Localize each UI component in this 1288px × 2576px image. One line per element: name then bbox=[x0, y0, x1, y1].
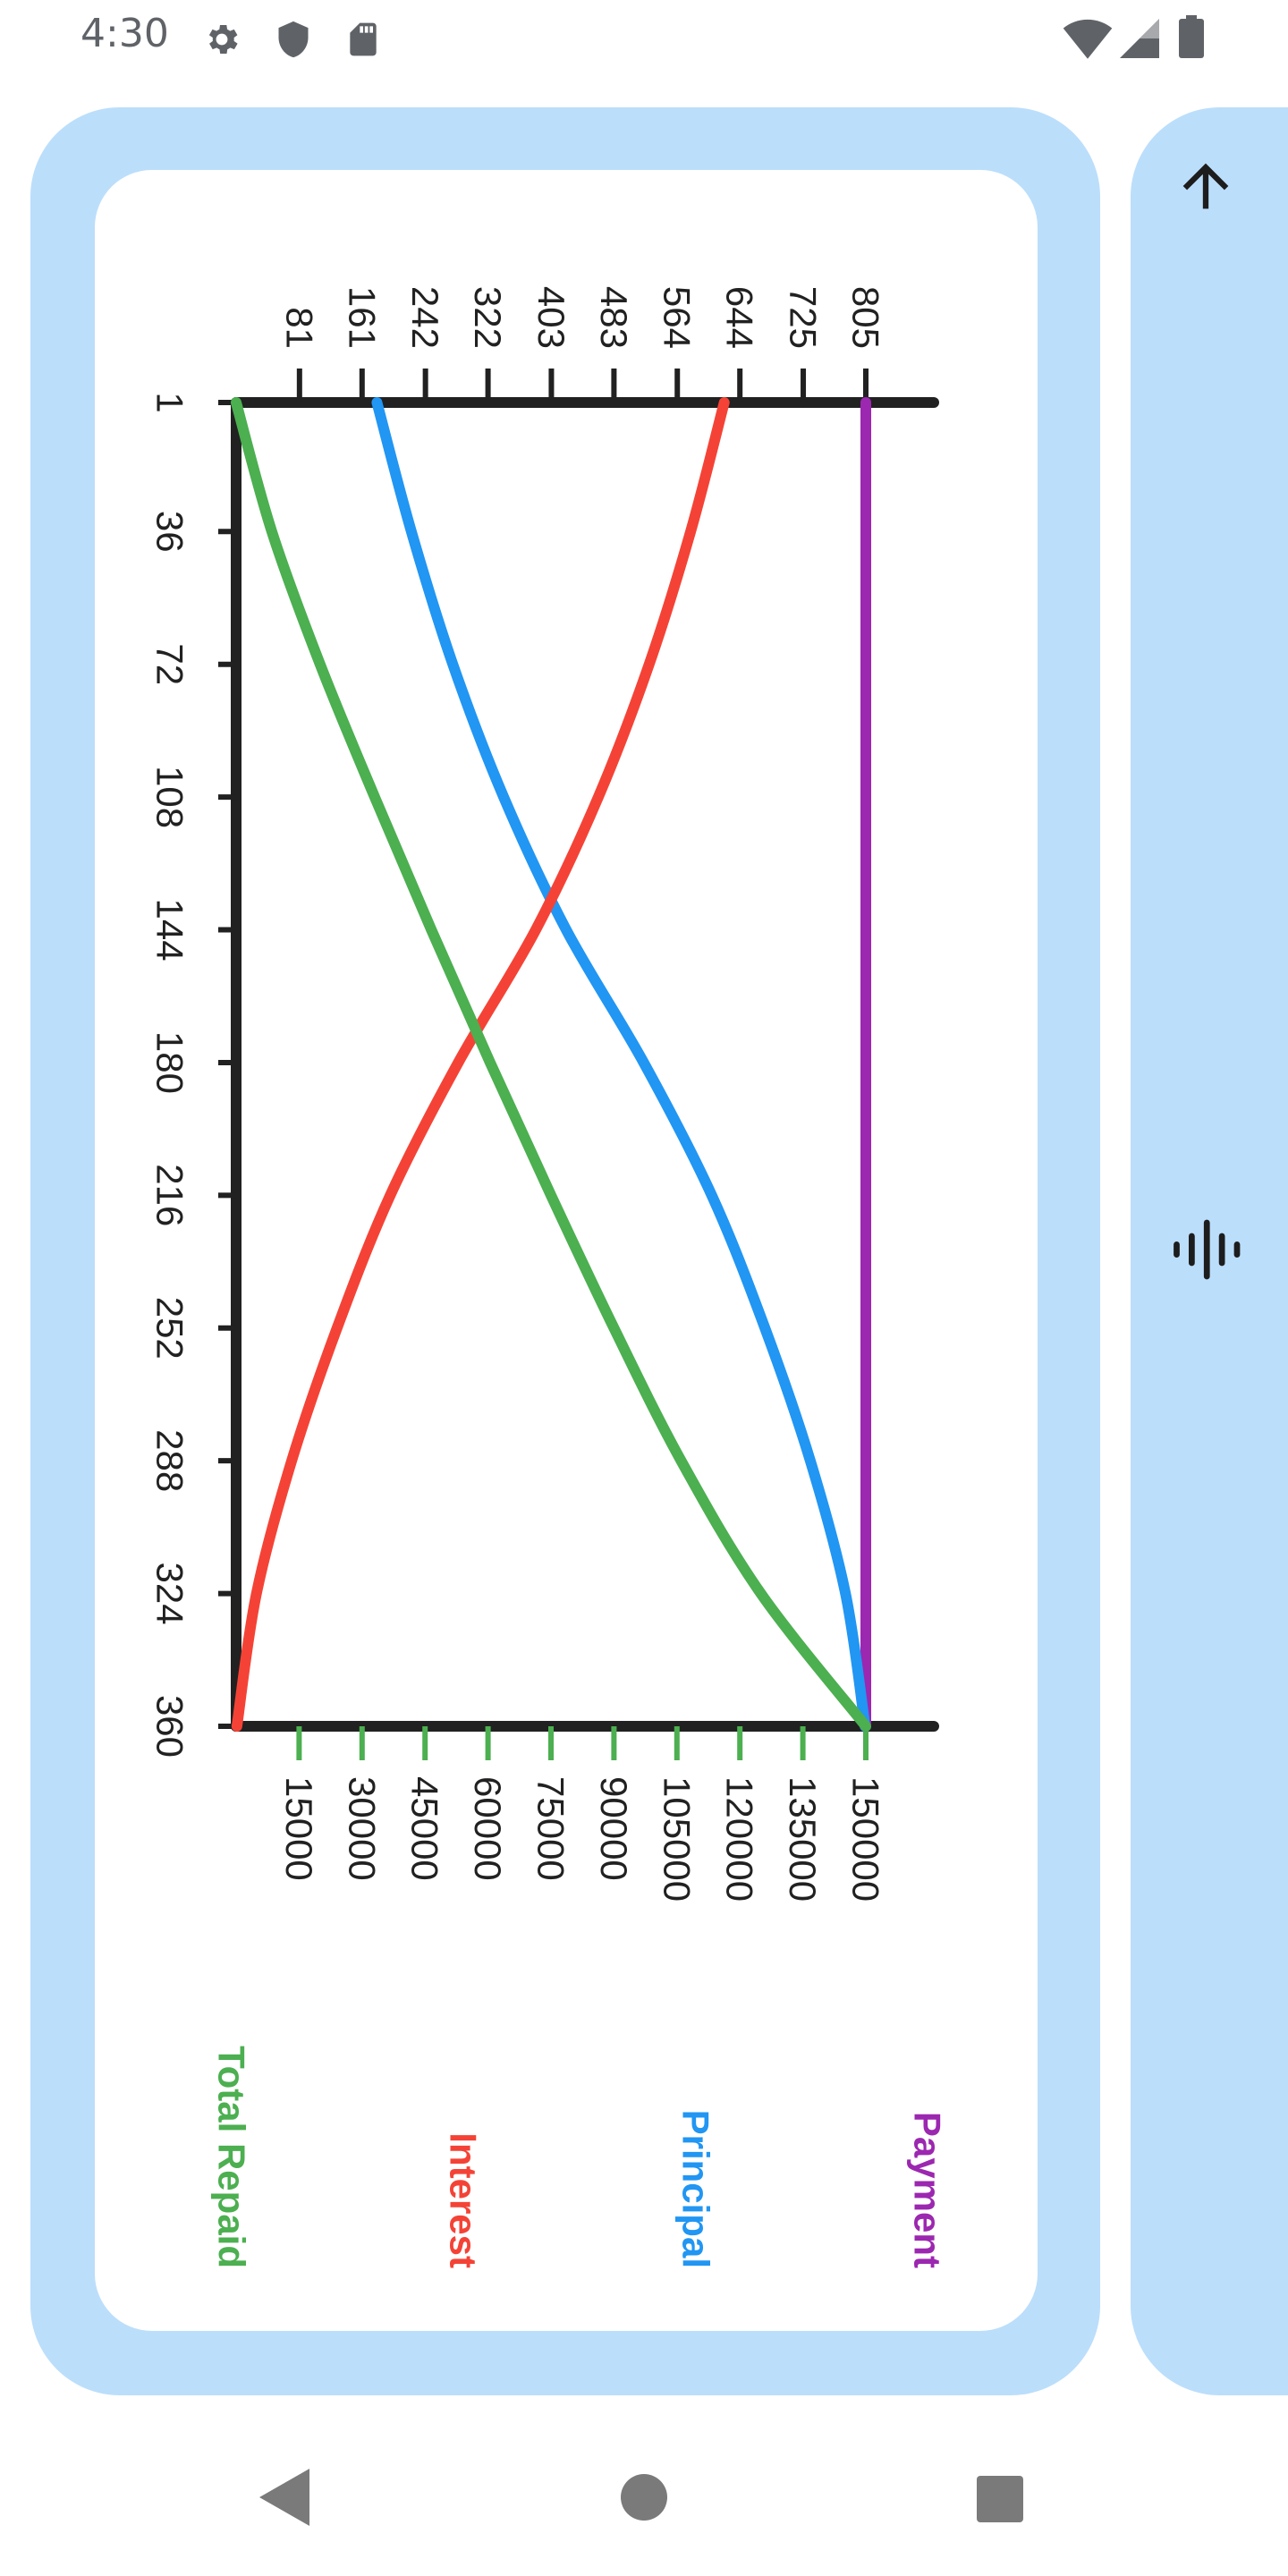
legend-label: Principal bbox=[675, 2110, 717, 2268]
home-button-icon[interactable] bbox=[621, 2474, 667, 2521]
y-left-tick-label: 564 bbox=[657, 286, 699, 349]
y-right-tick-label: 120000 bbox=[719, 1776, 761, 1902]
y-left-tick-label: 403 bbox=[530, 286, 572, 349]
x-tick-label: 1 bbox=[149, 392, 191, 412]
status-time: 4:30 bbox=[80, 11, 169, 56]
recents-button-icon[interactable] bbox=[977, 2476, 1023, 2522]
wifi-icon bbox=[1063, 19, 1113, 59]
y-left-tick-label: 161 bbox=[341, 286, 383, 349]
y-right-tick-label: 45000 bbox=[404, 1776, 446, 1881]
y-right-tick-label: 60000 bbox=[467, 1776, 509, 1881]
y-right-tick-label: 30000 bbox=[341, 1776, 383, 1881]
y-left-tick-label: 644 bbox=[719, 286, 761, 349]
x-tick-label: 144 bbox=[149, 898, 191, 961]
arrow-up-icon[interactable] bbox=[1172, 152, 1240, 220]
y-right-tick-label: 75000 bbox=[530, 1776, 572, 1881]
status-bar: 4:30 bbox=[0, 0, 1288, 75]
x-tick-label: 72 bbox=[149, 643, 191, 685]
series-line-principal bbox=[371, 397, 871, 1732]
y-right-tick-label: 135000 bbox=[782, 1776, 824, 1902]
series-line-total-repaid bbox=[231, 397, 871, 1732]
gear-icon bbox=[208, 25, 238, 54]
y-left-tick-label: 322 bbox=[467, 286, 509, 349]
y-left-tick-label: 242 bbox=[404, 286, 446, 349]
legend-label: Interest bbox=[443, 2132, 485, 2268]
y-left-tick-label: 81 bbox=[278, 307, 320, 349]
sd-card-icon bbox=[350, 22, 377, 56]
x-tick-label: 108 bbox=[149, 766, 191, 828]
x-tick-label: 360 bbox=[149, 1695, 191, 1758]
y-right-tick-label: 150000 bbox=[845, 1776, 887, 1902]
legend-label: Payment bbox=[907, 2112, 949, 2268]
x-tick-label: 180 bbox=[149, 1031, 191, 1094]
legend-label: Total Repaid bbox=[211, 2046, 253, 2268]
series-line-interest bbox=[231, 397, 730, 1732]
y-right-tick-label: 105000 bbox=[656, 1776, 698, 1902]
back-button-icon[interactable] bbox=[259, 2469, 309, 2526]
navigation-bar bbox=[0, 2433, 1288, 2576]
y-right-tick-label: 15000 bbox=[278, 1776, 320, 1881]
y-left-tick-label: 483 bbox=[593, 286, 635, 349]
battery-icon bbox=[1179, 15, 1204, 58]
x-tick-label: 36 bbox=[149, 511, 191, 553]
shield-icon bbox=[278, 21, 309, 58]
waveform-icon[interactable] bbox=[1170, 1209, 1250, 1290]
y-left-tick-label: 725 bbox=[783, 286, 825, 349]
x-tick-label: 216 bbox=[149, 1164, 191, 1226]
chart-panel bbox=[95, 170, 1038, 2331]
cell-signal-icon bbox=[1120, 19, 1159, 58]
x-tick-label: 288 bbox=[149, 1429, 191, 1492]
y-right-tick-label: 90000 bbox=[593, 1776, 635, 1881]
y-left-tick-label: 805 bbox=[845, 286, 887, 349]
x-tick-label: 252 bbox=[149, 1297, 191, 1360]
x-tick-label: 324 bbox=[149, 1563, 191, 1625]
